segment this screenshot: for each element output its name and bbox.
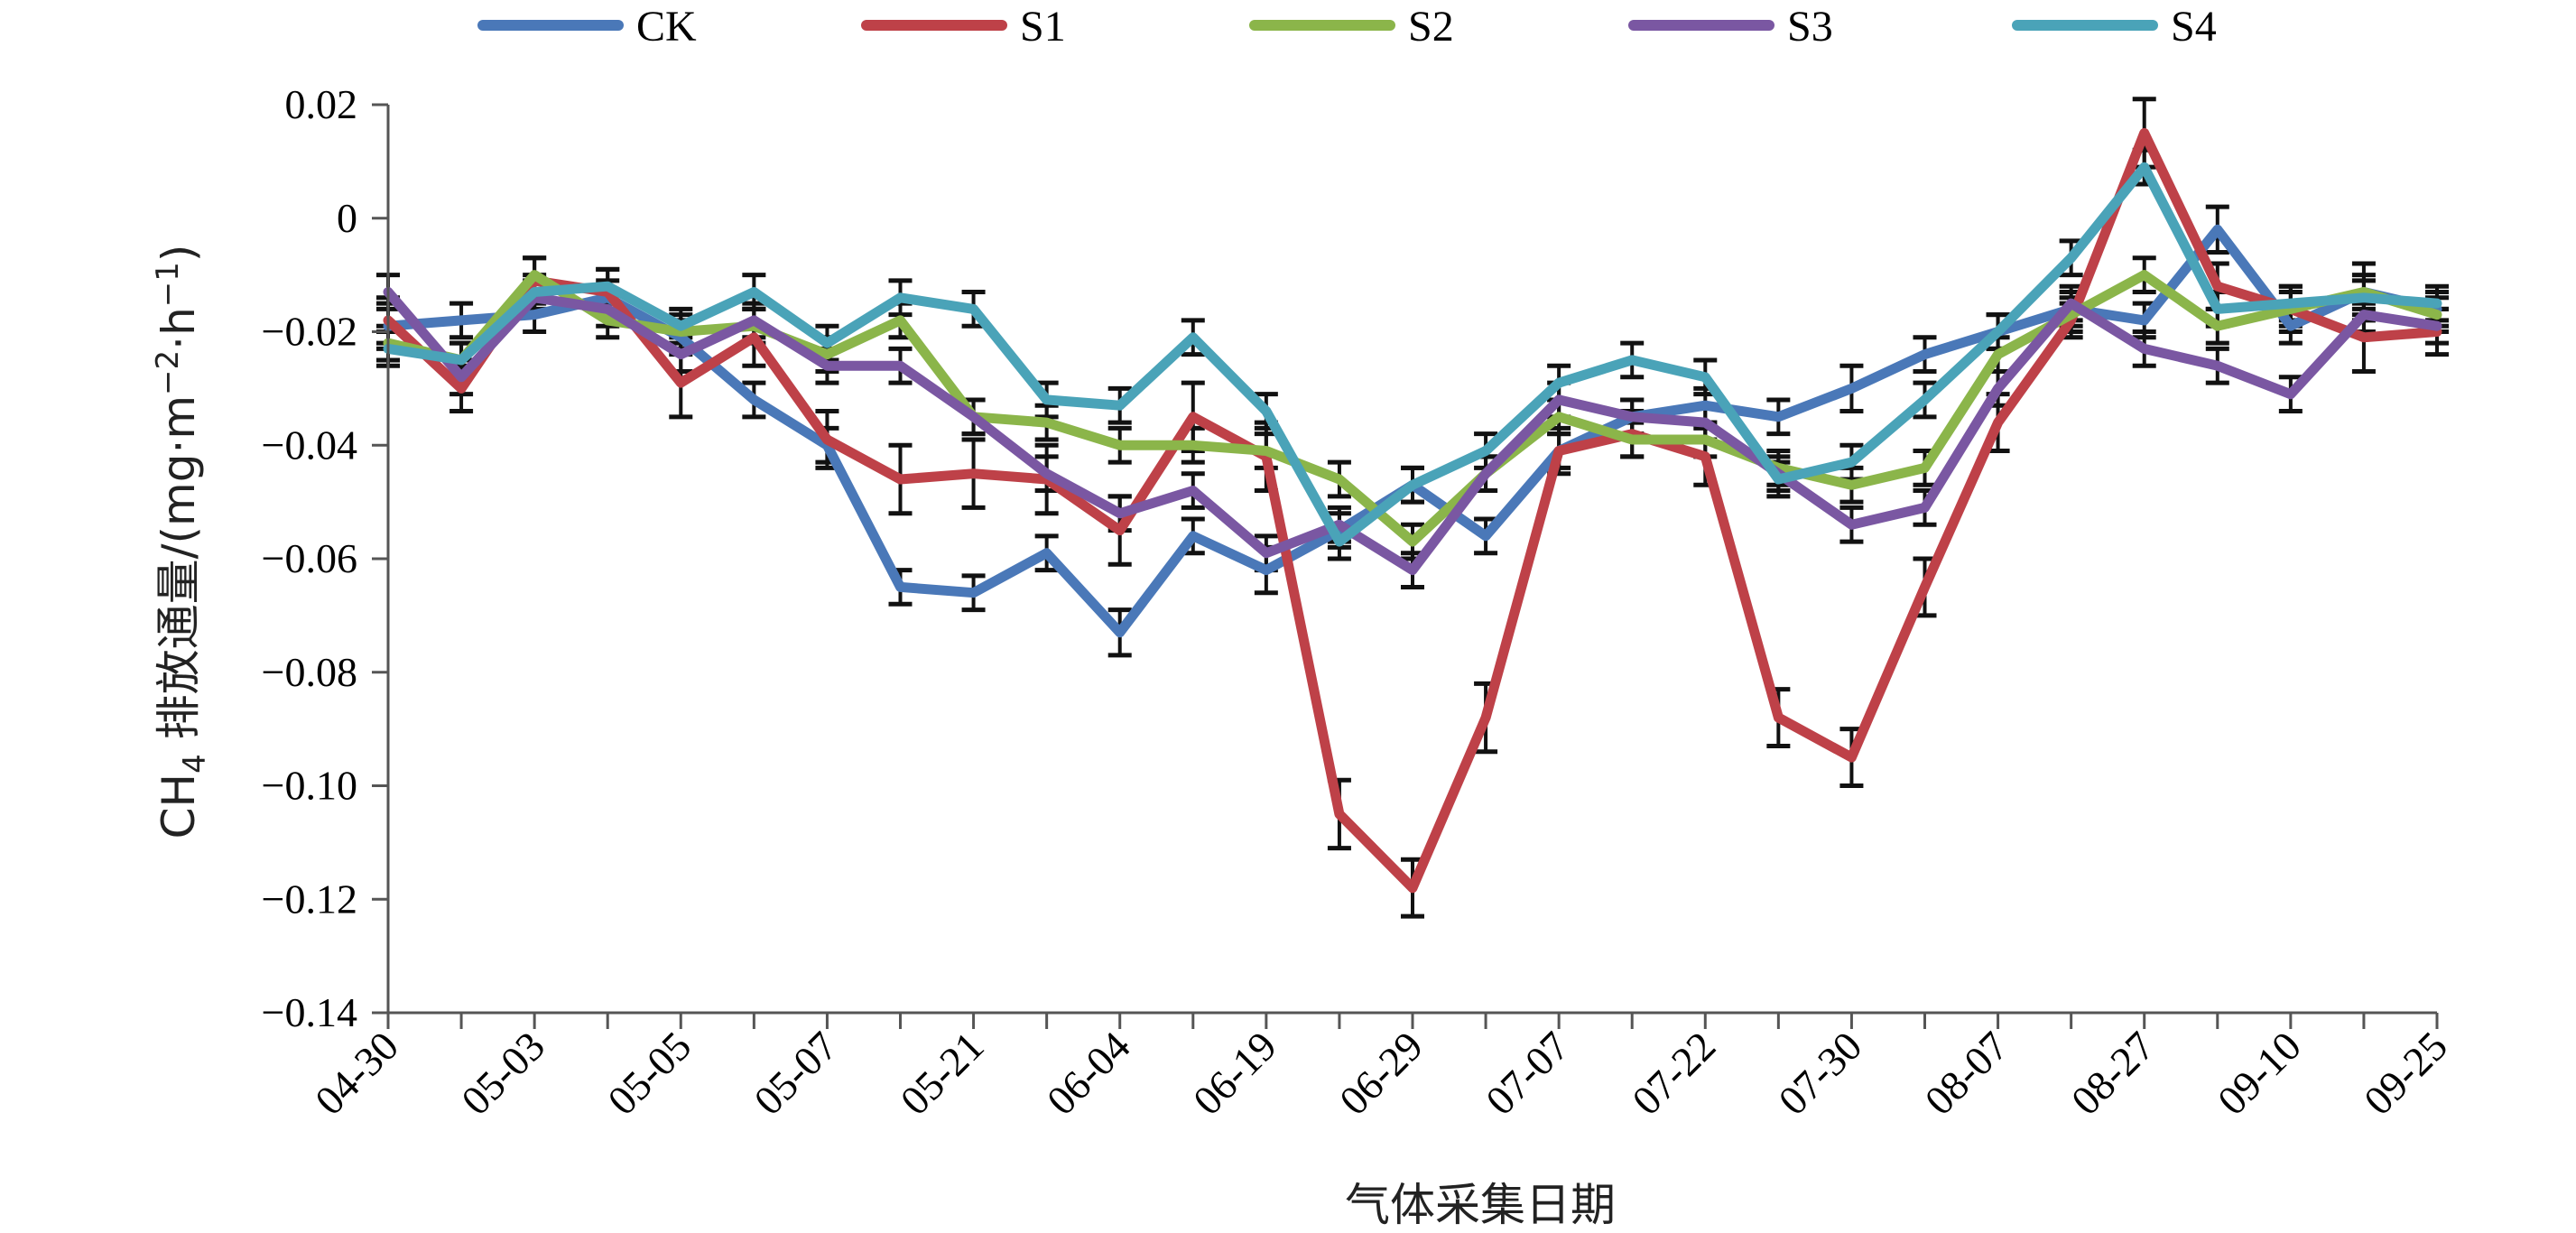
y-tick-label: −0.04 — [262, 422, 357, 468]
x-tick-label: 08-07 — [1916, 1023, 2017, 1124]
series-line-s1 — [383, 127, 2442, 894]
y-tick-label: 0.02 — [285, 81, 358, 127]
x-tick-label: 06-29 — [1330, 1023, 1432, 1124]
y-tick-label: −0.06 — [262, 535, 357, 581]
legend-label: S2 — [1408, 3, 1454, 51]
y-axis-title: CH4 排放通量/(mg·m−2·h−1) — [150, 245, 213, 839]
x-axis-ticks: 04-30 05-03 05-05 05-07 05-21 06-04 06-19 06-29… — [306, 1013, 2456, 1124]
y-axis-title-sup2: −1 — [150, 262, 186, 307]
y-axis-title-mid: 排放通量/(mg·m — [153, 395, 205, 754]
legend-item-s4: S4 — [2012, 3, 2217, 51]
y-tick-label: −0.12 — [262, 876, 357, 922]
x-tick-label: 09-25 — [2355, 1023, 2456, 1124]
y-tick-label: 0 — [337, 195, 357, 241]
y-tick-label: −0.10 — [262, 763, 357, 809]
y-tick-label: −0.14 — [262, 989, 357, 1035]
legend-item-s3: S3 — [1628, 3, 1833, 51]
x-tick-label: 07-30 — [1770, 1023, 1871, 1124]
y-axis-title-post: ) — [153, 245, 205, 263]
series-line-s3 — [383, 287, 2442, 576]
y-axis-ticks: 0.02 0 −0.02 −0.04 −0.06 −0.08 −0.10 −0.12 −0.14 — [262, 81, 388, 1035]
x-axis-title: 气体采集日期 — [1345, 1179, 1616, 1231]
legend-label: CK — [636, 3, 697, 51]
legend-item-s2: S2 — [1249, 3, 1454, 51]
y-axis-title-pre: CH — [153, 774, 205, 839]
y-tick-label: −0.02 — [262, 309, 357, 355]
x-tick-label: 05-21 — [892, 1023, 993, 1124]
y-axis-title-sup1: −2 — [150, 350, 186, 395]
x-tick-label: 07-22 — [1623, 1023, 1724, 1124]
x-tick-label: 04-30 — [306, 1023, 407, 1124]
legend-label: S4 — [2171, 3, 2217, 51]
y-axis-title-dot: ·h — [153, 307, 205, 350]
error-bars — [376, 97, 2449, 919]
y-tick-label: −0.08 — [262, 649, 357, 695]
x-tick-label: 07-07 — [1477, 1023, 1578, 1124]
x-tick-label: 05-07 — [746, 1023, 847, 1124]
x-tick-label: 09-10 — [2209, 1023, 2310, 1124]
x-tick-label: 05-05 — [598, 1023, 700, 1124]
legend-label: S3 — [1787, 3, 1833, 51]
legend-label: S1 — [1020, 3, 1066, 51]
x-tick-label: 06-19 — [1184, 1023, 1285, 1124]
y-axis-title-sub: 4 — [177, 754, 213, 774]
legend-item-s1: S1 — [861, 3, 1066, 51]
x-tick-label: 05-03 — [452, 1023, 553, 1124]
x-tick-label: 08-27 — [2062, 1023, 2164, 1124]
legend: CK S1 S2 S3 S4 — [477, 3, 2217, 51]
legend-item-ck: CK — [477, 3, 697, 51]
x-tick-label: 06-04 — [1038, 1023, 1139, 1124]
series-lines — [383, 127, 2442, 894]
series-line-s4 — [383, 162, 2442, 547]
